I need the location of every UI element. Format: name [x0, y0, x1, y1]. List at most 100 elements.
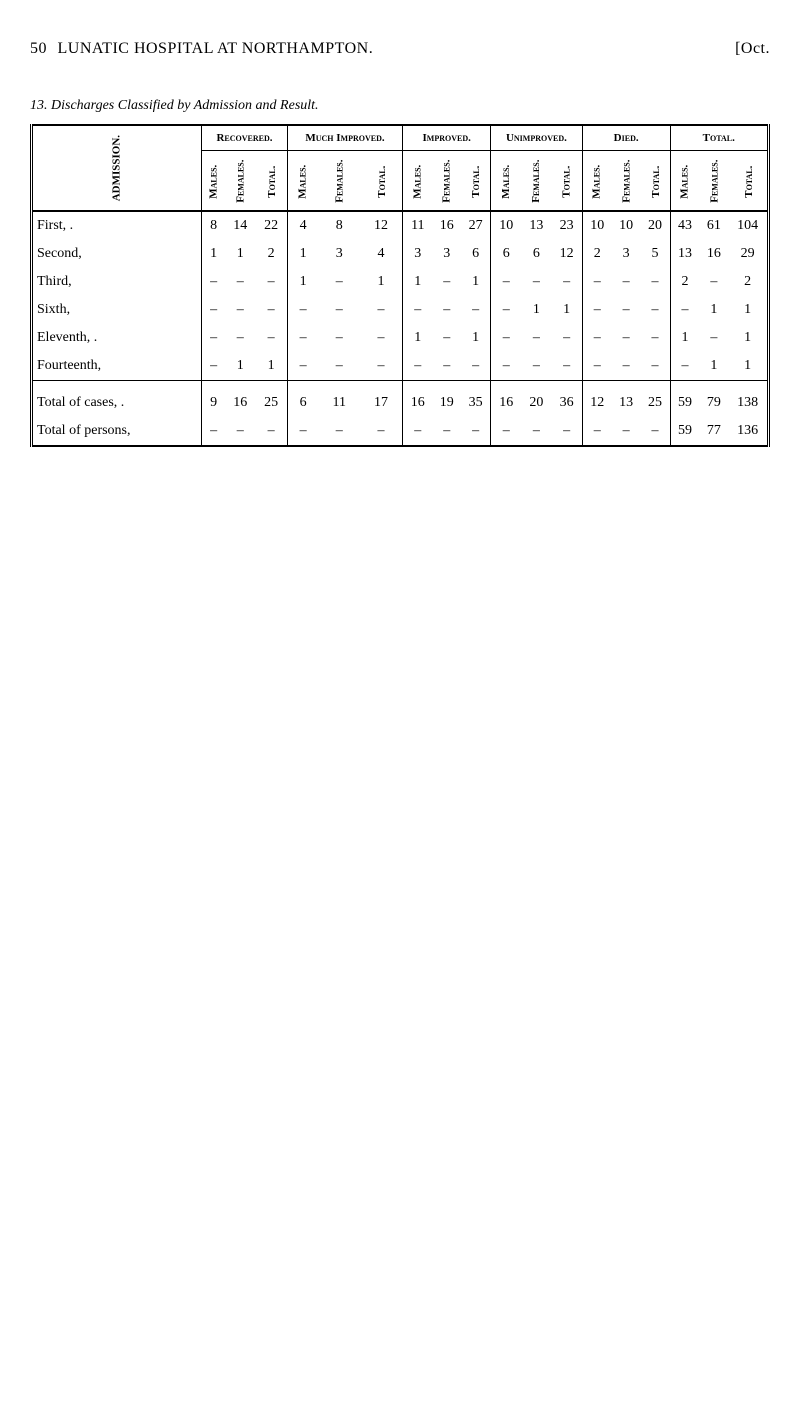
- table-cell: –: [582, 324, 611, 352]
- table-cell: 59: [670, 417, 699, 446]
- table-row-total-persons: Total of persons,–––––––––––––––5977136: [32, 417, 769, 446]
- admission-label: Second,: [32, 240, 202, 268]
- table-cell: 1: [256, 352, 287, 381]
- table-cell: 1: [728, 296, 768, 324]
- table-cell: 16: [700, 240, 729, 268]
- table-cell: –: [432, 268, 461, 296]
- table-cell: 4: [287, 211, 319, 240]
- table-cell: –: [287, 352, 319, 381]
- table-cell: –: [360, 417, 403, 446]
- table-cell: 1: [360, 268, 403, 296]
- table-cell: 1: [551, 296, 582, 324]
- table-cell: –: [551, 324, 582, 352]
- table-cell: –: [461, 352, 490, 381]
- table-cell: 14: [225, 211, 256, 240]
- table-row: First, .81422481211162710132310102043611…: [32, 211, 769, 240]
- table-cell: –: [360, 352, 403, 381]
- table-cell: 10: [612, 211, 641, 240]
- table-cell: 59: [670, 381, 699, 418]
- table-cell: –: [491, 296, 522, 324]
- table-cell: –: [256, 296, 287, 324]
- table-cell: –: [521, 268, 551, 296]
- table-cell: –: [641, 352, 670, 381]
- table-cell: 10: [491, 211, 522, 240]
- table-cell: 8: [319, 211, 360, 240]
- col-total: Total.: [256, 151, 287, 212]
- table-cell: 12: [360, 211, 403, 240]
- table-cell: 138: [728, 381, 768, 418]
- table-cell: 2: [670, 268, 699, 296]
- table-cell: –: [256, 417, 287, 446]
- table-cell: –: [582, 417, 611, 446]
- table-cell: –: [319, 324, 360, 352]
- table-cell: –: [521, 352, 551, 381]
- table-cell: 13: [670, 240, 699, 268]
- died-header: Died.: [582, 125, 670, 151]
- table-cell: 29: [728, 240, 768, 268]
- table-cell: 35: [461, 381, 490, 418]
- col-total: Total.: [641, 151, 670, 212]
- discharges-table: ADMISSION. Recovered. Much Improved. Imp…: [30, 124, 770, 447]
- admission-label: First, .: [32, 211, 202, 240]
- table-cell: 13: [521, 211, 551, 240]
- table-cell: –: [432, 324, 461, 352]
- table-cell: 19: [432, 381, 461, 418]
- table-cell: 1: [287, 268, 319, 296]
- table-row: Eleventh, .––––––1–1––––––1–1: [32, 324, 769, 352]
- admission-header: ADMISSION.: [32, 125, 202, 211]
- table-cell: –: [461, 296, 490, 324]
- page-number: 50: [30, 40, 47, 57]
- table-cell: –: [582, 352, 611, 381]
- table-cell: 1: [461, 268, 490, 296]
- table-cell: –: [225, 417, 256, 446]
- table-cell: –: [319, 352, 360, 381]
- total-cases-label: Total of cases, .: [32, 381, 202, 418]
- table-cell: 27: [461, 211, 490, 240]
- table-cell: –: [202, 296, 225, 324]
- table-cell: –: [551, 417, 582, 446]
- table-cell: 1: [728, 352, 768, 381]
- table-cell: 6: [461, 240, 490, 268]
- table-cell: –: [287, 417, 319, 446]
- table-cell: –: [202, 268, 225, 296]
- table-cell: –: [403, 352, 432, 381]
- col-females: Females.: [225, 151, 256, 212]
- col-total: Total.: [461, 151, 490, 212]
- table-cell: 1: [225, 240, 256, 268]
- col-females: Females.: [432, 151, 461, 212]
- table-cell: 16: [225, 381, 256, 418]
- table-cell: 2: [728, 268, 768, 296]
- table-cell: 17: [360, 381, 403, 418]
- table-cell: –: [670, 352, 699, 381]
- table-cell: 1: [670, 324, 699, 352]
- table-cell: 11: [319, 381, 360, 418]
- col-females: Females.: [521, 151, 551, 212]
- table-cell: –: [670, 296, 699, 324]
- admission-label: Eleventh, .: [32, 324, 202, 352]
- col-males: Males.: [202, 151, 225, 212]
- table-cell: –: [491, 417, 522, 446]
- table-cell: –: [360, 296, 403, 324]
- table-cell: –: [432, 296, 461, 324]
- table-cell: 43: [670, 211, 699, 240]
- table-cell: –: [612, 296, 641, 324]
- table-cell: –: [287, 296, 319, 324]
- table-cell: –: [612, 352, 641, 381]
- table-cell: 1: [202, 240, 225, 268]
- table-row-total-cases: Total of cases, .91625611171619351620361…: [32, 381, 769, 418]
- table-cell: 9: [202, 381, 225, 418]
- table-cell: –: [202, 417, 225, 446]
- table-cell: 16: [432, 211, 461, 240]
- admission-label: Third,: [32, 268, 202, 296]
- table-cell: –: [641, 324, 670, 352]
- table-cell: 1: [403, 268, 432, 296]
- table-cell: 25: [641, 381, 670, 418]
- table-cell: –: [319, 268, 360, 296]
- col-females: Females.: [612, 151, 641, 212]
- table-cell: –: [641, 296, 670, 324]
- table-cell: –: [491, 268, 522, 296]
- table-cell: 2: [256, 240, 287, 268]
- table-title: 13. Discharges Classified by Admission a…: [30, 98, 770, 114]
- table-cell: –: [319, 296, 360, 324]
- table-cell: –: [432, 352, 461, 381]
